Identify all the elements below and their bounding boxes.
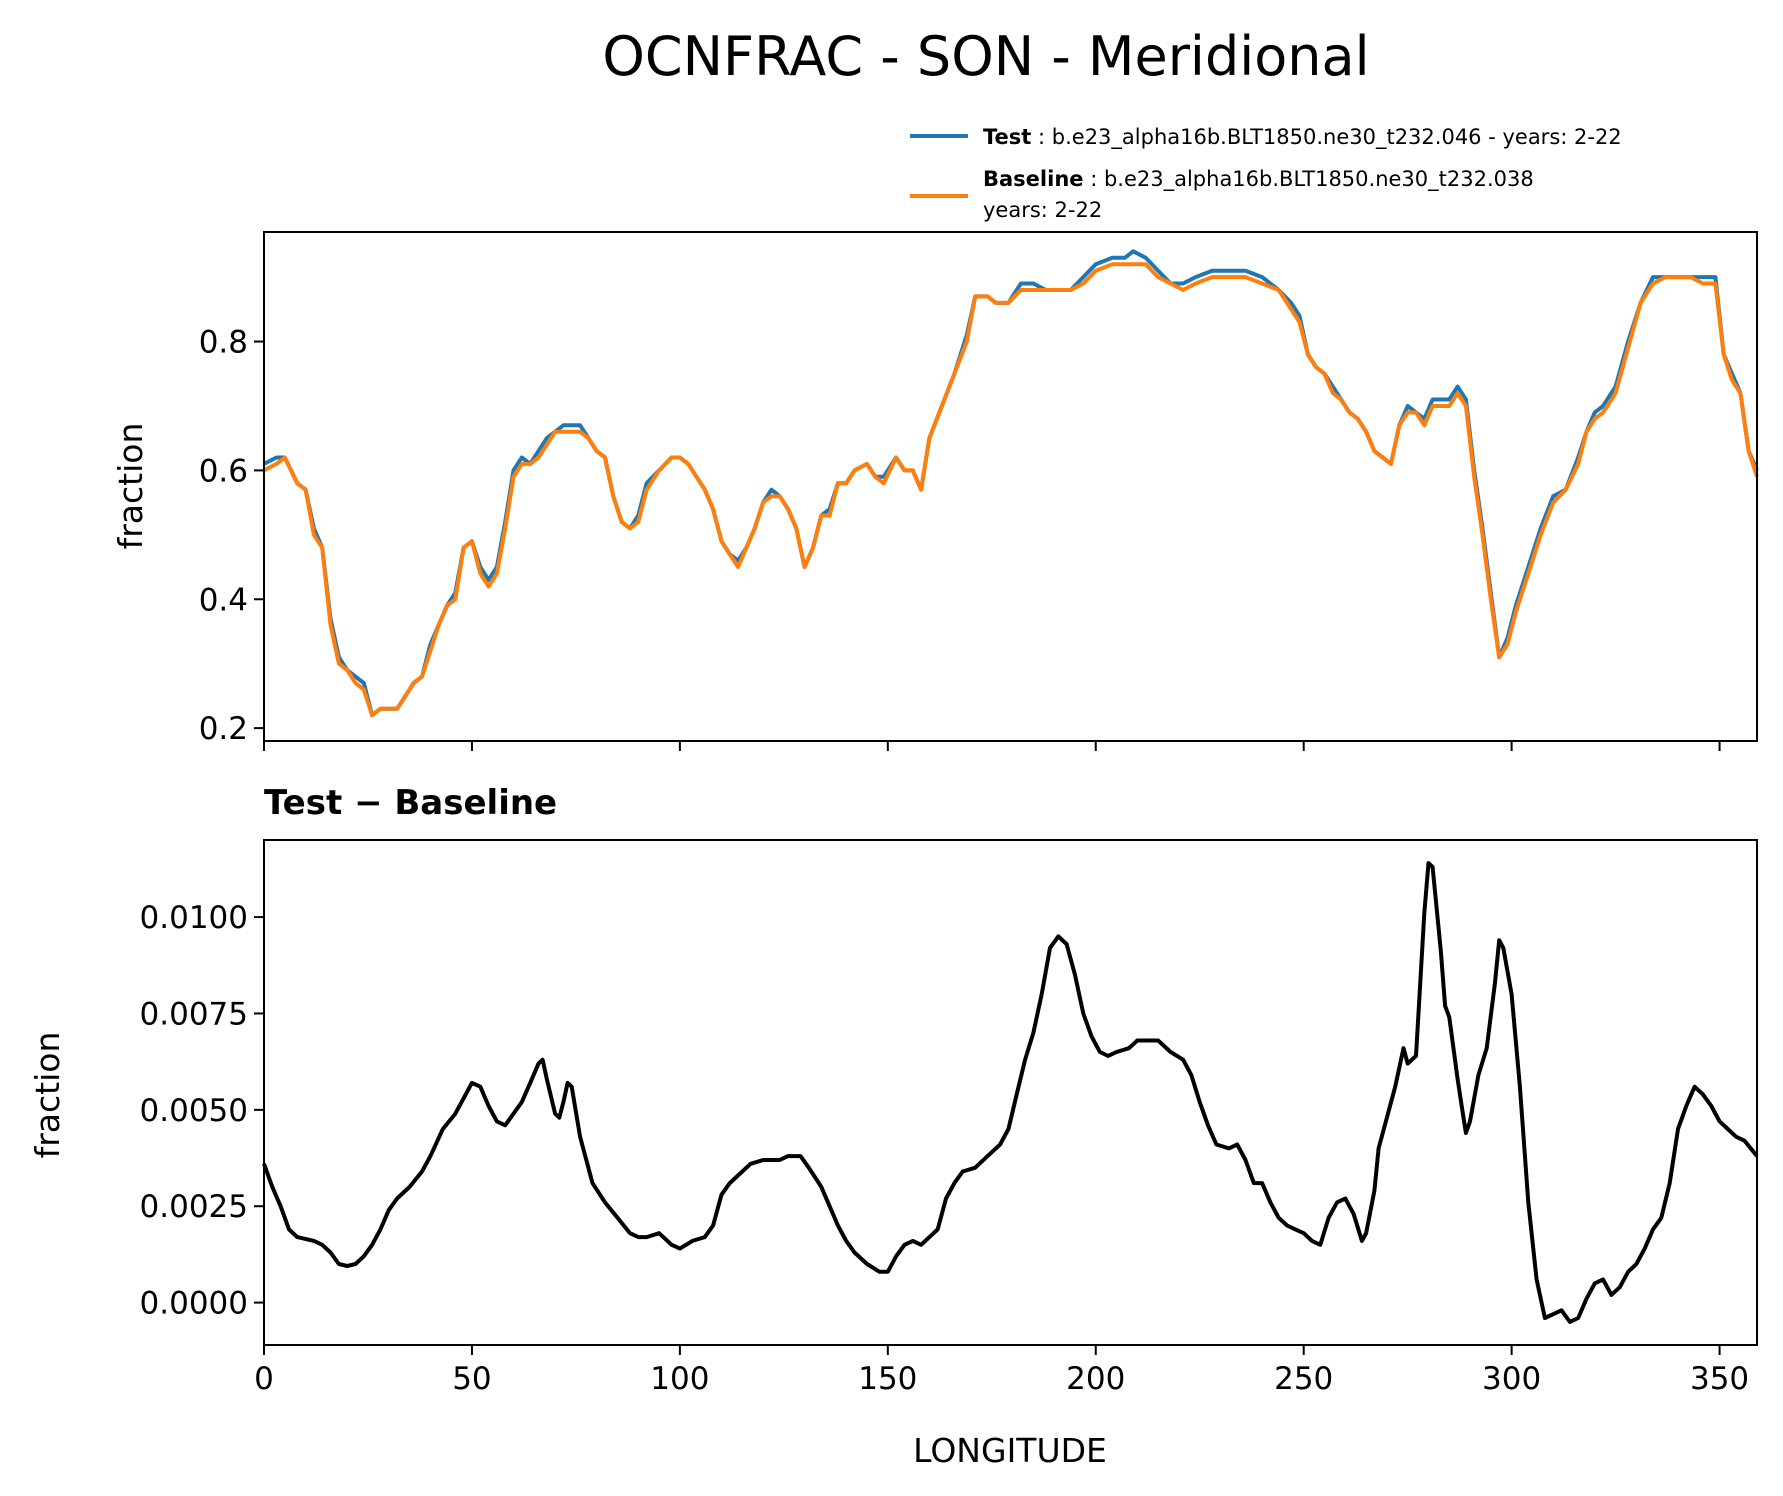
top-panel: 0.2 0.4 0.6 0.8 fraction — [111, 231, 1759, 751]
baseline-series-line — [263, 262, 1759, 718]
bottom-y-tick-label: 0.0100 — [140, 900, 248, 936]
bottom-x-tick-label: 200 — [1066, 1361, 1125, 1397]
bottom-x-tick-label: 50 — [452, 1361, 491, 1397]
bottom-x-tick-label: 0 — [254, 1361, 274, 1397]
bottom-x-ticks: 0 50 100 150 200 250 300 350 — [254, 1345, 1749, 1397]
bottom-y-ticks: 0.0000 0.0025 0.0050 0.0075 0.0100 — [140, 900, 264, 1322]
bottom-y-tick-label: 0.0000 — [140, 1286, 248, 1322]
bottom-x-tick-label: 100 — [650, 1361, 709, 1397]
bottom-x-tick-label: 150 — [858, 1361, 917, 1397]
x-axis-label: LONGITUDE — [913, 1431, 1107, 1470]
top-y-tick-label: 0.2 — [199, 711, 248, 747]
bottom-y-axis-label: fraction — [28, 1032, 67, 1159]
top-y-ticks: 0.2 0.4 0.6 0.8 — [199, 325, 264, 747]
legend-test-name: Test — [983, 125, 1031, 149]
top-axes-frame — [263, 231, 1758, 742]
legend: Test : b.e23_alpha16b.BLT1850.ne30_t232.… — [910, 125, 1622, 222]
bottom-x-tick-label: 250 — [1274, 1361, 1333, 1397]
top-y-tick-label: 0.6 — [199, 453, 248, 489]
top-y-tick-label: 0.4 — [199, 582, 248, 618]
bottom-axes-frame — [263, 839, 1758, 1346]
bottom-y-tick-label: 0.0075 — [140, 996, 248, 1032]
bottom-panel-title: Test − Baseline — [264, 783, 557, 823]
top-x-ticks — [263, 741, 1721, 751]
bottom-y-tick-label: 0.0050 — [140, 1093, 248, 1129]
bottom-x-tick-label: 350 — [1690, 1361, 1749, 1397]
top-y-tick-label: 0.8 — [199, 325, 248, 361]
bottom-x-tick-label: 300 — [1482, 1361, 1541, 1397]
legend-baseline-desc2: years: 2-22 — [983, 198, 1102, 222]
bottom-panel: Test − Baseline 0.0000 0.0025 0.0050 0.0075… — [28, 783, 1759, 1470]
legend-test-desc: : b.e23_alpha16b.BLT1850.ne30_t232.046 -… — [1038, 125, 1622, 150]
svg-text:Test : b.e23_alpha16b.BL: Test : b.e23_alpha16b.BLT1850.ne30_t232.… — [983, 125, 1622, 150]
legend-baseline-name: Baseline — [983, 167, 1084, 191]
figure-title: OCNFRAC - SON - Meridional — [602, 25, 1369, 88]
svg-text:Baseline : b.e23_alpha16: Baseline : b.e23_alpha16b.BLT1850.ne30_t… — [983, 167, 1534, 192]
legend-baseline-desc: : b.e23_alpha16b.BLT1850.ne30_t232.038 — [1090, 167, 1534, 192]
top-y-axis-label: fraction — [111, 423, 150, 550]
difference-series-line — [262, 861, 1759, 1324]
bottom-y-tick-label: 0.0025 — [140, 1189, 248, 1225]
